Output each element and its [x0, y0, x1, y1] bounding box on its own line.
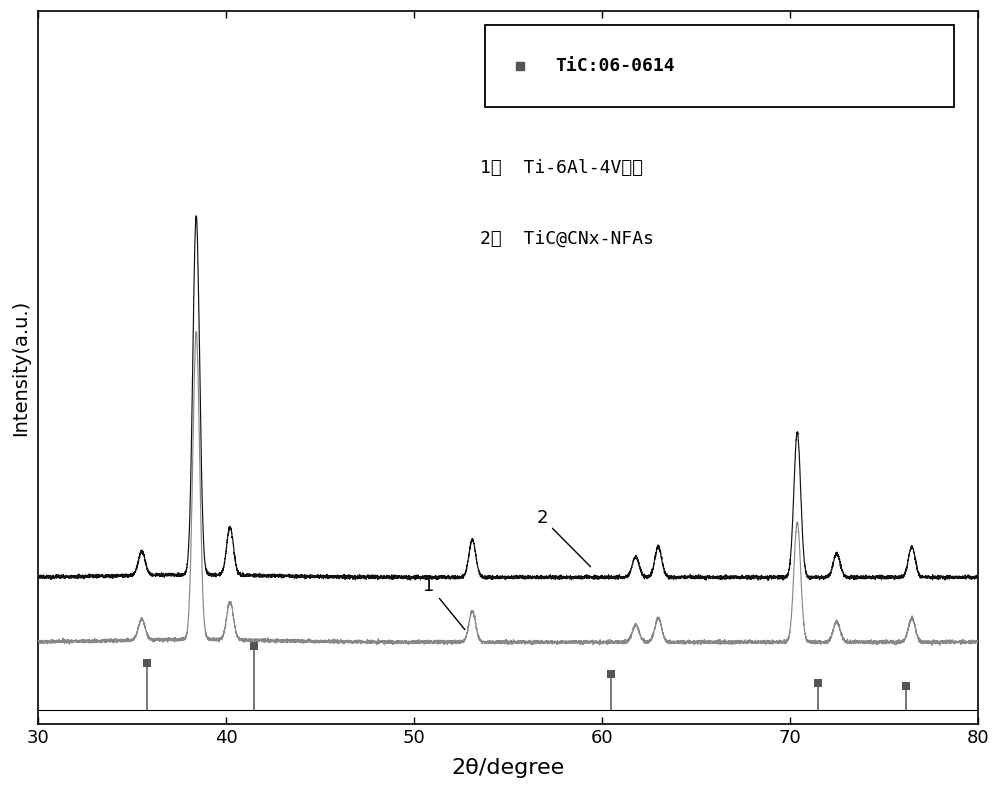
Text: TiC:06-0614: TiC:06-0614: [555, 58, 675, 76]
Bar: [485, 25, 954, 107]
Text: 2：  TiC@CNx-NFAs: 2： TiC@CNx-NFAs: [480, 230, 654, 249]
Y-axis label: Intensity(a.u.): Intensity(a.u.): [11, 299, 30, 436]
Text: 2: 2: [536, 509, 591, 567]
Text: 1: 1: [423, 577, 465, 630]
Text: 1：  Ti-6Al-4V合金: 1： Ti-6Al-4V合金: [480, 159, 643, 177]
X-axis label: 2θ/degree: 2θ/degree: [451, 758, 565, 778]
